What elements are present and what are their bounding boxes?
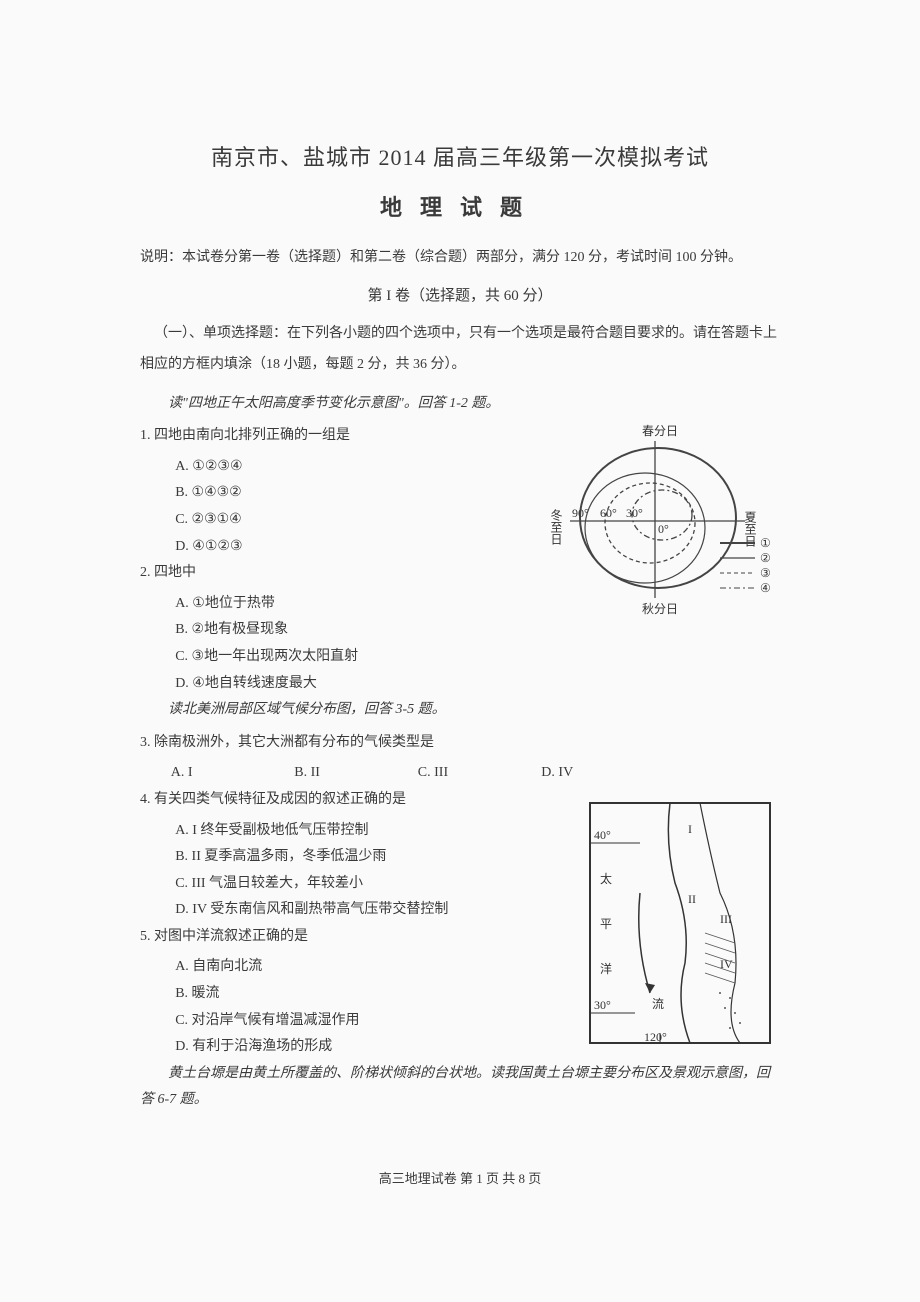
q2-opt-b: B. ②地有极昼现象 — [175, 617, 534, 644]
q5-opt-d: D. 有利于沿海渔场的形成 — [175, 1034, 564, 1061]
q5-opt-c: C. 对沿岸气候有增温减湿作用 — [175, 1008, 564, 1035]
label-autumn: 秋分日 — [642, 602, 678, 616]
mcq-instructions: （一）、单项选择题：在下列各小题的四个选项中，只有一个选项是最符合题目要求的。请… — [140, 319, 780, 381]
q2-opt-c: C. ③地一年出现两次太阳直射 — [175, 644, 534, 671]
block-q1-q2: 1. 四地由南向北排列正确的一组是 A. ①②③④ B. ①④③② C. ②③①… — [140, 423, 780, 730]
sub-title: 地理试题 — [140, 190, 780, 222]
region-4: IV — [720, 957, 733, 971]
sun-altitude-diagram: 春分日 夏至日 秋分日 冬至日 90° 60° 30° 0° ① ② ③ — [550, 423, 780, 643]
diagram-2-wrap: 40° 30° 120° 太 平 洋 流 I II III IV — [580, 787, 780, 1061]
label-summer1: 夏至日 — [743, 511, 757, 547]
q5-stem: 5. 对图中洋流叙述正确的是 — [140, 924, 564, 951]
legend-3: ③ — [760, 566, 771, 580]
q4-opt-d: D. IV 受东南信风和副热带高气压带交替控制 — [175, 897, 564, 924]
climate-map-diagram: 40° 30° 120° 太 平 洋 流 I II III IV — [580, 793, 780, 1053]
q3-options: A. I B. II C. III D. IV — [140, 760, 780, 787]
label-90: 90° — [572, 506, 589, 520]
legend-1: ① — [760, 536, 771, 550]
page-footer: 高三地理试卷 第 1 页 共 8 页 — [0, 1168, 920, 1187]
label-winter: 冬至日 — [550, 508, 563, 545]
q4-stem: 4. 有关四类气候特征及成因的叙述正确的是 — [140, 787, 564, 814]
q4-opt-a: A. I 终年受副极地低气压带控制 — [175, 818, 564, 845]
passage-2: 读北美洲局部区域气候分布图，回答 3-5 题。 — [140, 697, 534, 724]
lat-30: 30° — [594, 998, 611, 1012]
passage-1: 读"四地正午太阳高度季节变化示意图"。回答 1-2 题。 — [140, 391, 780, 418]
q3-opt-a: A. I — [171, 760, 291, 787]
section-1-header: 第 I 卷（选择题，共 60 分） — [140, 284, 780, 305]
diagram-1-wrap: 春分日 夏至日 秋分日 冬至日 90° 60° 30° 0° ① ② ③ — [550, 423, 780, 730]
passage-3: 黄土台塬是由黄土所覆盖的、阶梯状倾斜的台状地。读我国黄土台塬主要分布区及景观示意… — [140, 1061, 780, 1114]
pacific-1: 太 — [600, 871, 612, 886]
q2-stem: 2. 四地中 — [140, 560, 534, 587]
q5-opt-a: A. 自南向北流 — [175, 954, 564, 981]
label-0: 0° — [658, 522, 669, 536]
q3-opt-d: D. IV — [541, 760, 661, 787]
q3-opt-c: C. III — [418, 760, 538, 787]
q1-q2-text: 1. 四地由南向北排列正确的一组是 A. ①②③④ B. ①④③② C. ②③①… — [140, 423, 534, 730]
label-30: 30° — [626, 506, 643, 520]
q1-opt-d: D. ④①②③ — [175, 534, 534, 561]
q2-opt-d: D. ④地自转线速度最大 — [175, 671, 534, 698]
region-2: II — [688, 892, 696, 906]
q1-opt-c: C. ②③①④ — [175, 507, 534, 534]
q1-options: A. ①②③④ B. ①④③② C. ②③①④ D. ④①②③ — [140, 454, 534, 560]
q4-options: A. I 终年受副极地低气压带控制 B. II 夏季高温多雨，冬季低温少雨 C.… — [140, 818, 564, 924]
legend-2: ② — [760, 551, 771, 565]
q5-options: A. 自南向北流 B. 暖流 C. 对沿岸气候有增温减湿作用 D. 有利于沿海渔… — [140, 954, 564, 1060]
instructions: 说明：本试卷分第一卷（选择题）和第二卷（综合题）两部分，满分 120 分，考试时… — [140, 244, 780, 272]
q3-opt-b: B. II — [294, 760, 414, 787]
q5-opt-b: B. 暖流 — [175, 981, 564, 1008]
block-q4-q5: 4. 有关四类气候特征及成因的叙述正确的是 A. I 终年受副极地低气压带控制 … — [140, 787, 780, 1061]
q4-opt-b: B. II 夏季高温多雨，冬季低温少雨 — [175, 844, 564, 871]
region-3: III — [720, 912, 732, 926]
lat-40: 40° — [594, 828, 611, 842]
main-title: 南京市、盐城市 2014 届高三年级第一次模拟考试 — [140, 140, 780, 172]
legend-4: ④ — [760, 581, 771, 595]
q4-opt-c: C. III 气温日较差大，年较差小 — [175, 871, 564, 898]
lon-120: 120° — [644, 1030, 667, 1044]
pacific-2: 平 — [600, 917, 612, 931]
q3-stem: 3. 除南极洲外，其它大洲都有分布的气候类型是 — [140, 730, 780, 757]
region-1: I — [688, 822, 692, 836]
label-spring: 春分日 — [642, 424, 678, 438]
q2-options: A. ①地位于热带 B. ②地有极昼现象 C. ③地一年出现两次太阳直射 D. … — [140, 591, 534, 697]
exam-page: 南京市、盐城市 2014 届高三年级第一次模拟考试 地理试题 说明：本试卷分第一… — [0, 0, 920, 1302]
current-label: 流 — [652, 997, 664, 1011]
pacific-3: 洋 — [600, 961, 612, 976]
label-60: 60° — [600, 506, 617, 520]
q1-stem: 1. 四地由南向北排列正确的一组是 — [140, 423, 534, 450]
q4-q5-text: 4. 有关四类气候特征及成因的叙述正确的是 A. I 终年受副极地低气压带控制 … — [140, 787, 564, 1061]
q2-opt-a: A. ①地位于热带 — [175, 591, 534, 618]
q1-opt-b: B. ①④③② — [175, 480, 534, 507]
q1-opt-a: A. ①②③④ — [175, 454, 534, 481]
